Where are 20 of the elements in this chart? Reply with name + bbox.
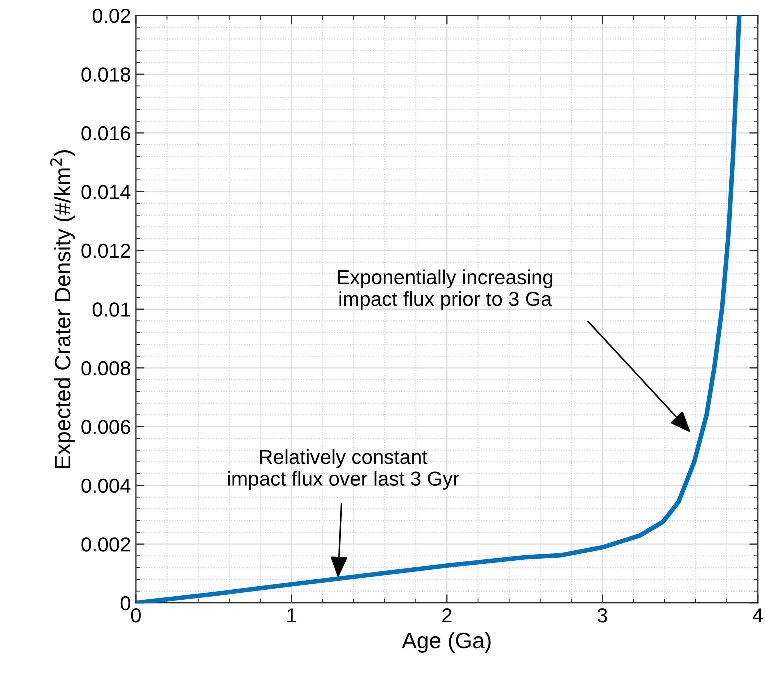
annotation: Relatively constant impact flux over last 3 Gyr (228, 450, 460, 490)
x-tick-label: 2 (442, 608, 452, 623)
y-axis-title: Expected Crater Density (#/km$^{2}$) (50, 150, 76, 468)
y-tick-label: 0.002 (82, 538, 130, 552)
annotation: Exponentially increasing impact flux prior to 3 Ga (338, 270, 553, 310)
x-tick-label: 3 (598, 608, 608, 623)
y-tick-label: 0.02 (92, 8, 130, 24)
y-tick-label: 0.016 (82, 126, 130, 141)
x-tick-label: 0 (131, 608, 141, 623)
x-tick-label: 1 (288, 608, 296, 623)
y-tick-label: 0.018 (82, 68, 130, 82)
y-tick-label: 0.004 (82, 478, 131, 494)
y-tick-label: 0.006 (82, 420, 130, 434)
x-axis-title: Age (Ga) (402, 632, 491, 653)
y-tick-label: 0.01 (92, 302, 130, 317)
y-tick-label: 0.014 (82, 185, 131, 200)
y-tick-label: 0 (120, 596, 131, 611)
x-tick-label: 4 (752, 608, 764, 623)
y-tick-label: 0.012 (82, 244, 130, 258)
y-tick-label: 0.008 (82, 361, 130, 376)
